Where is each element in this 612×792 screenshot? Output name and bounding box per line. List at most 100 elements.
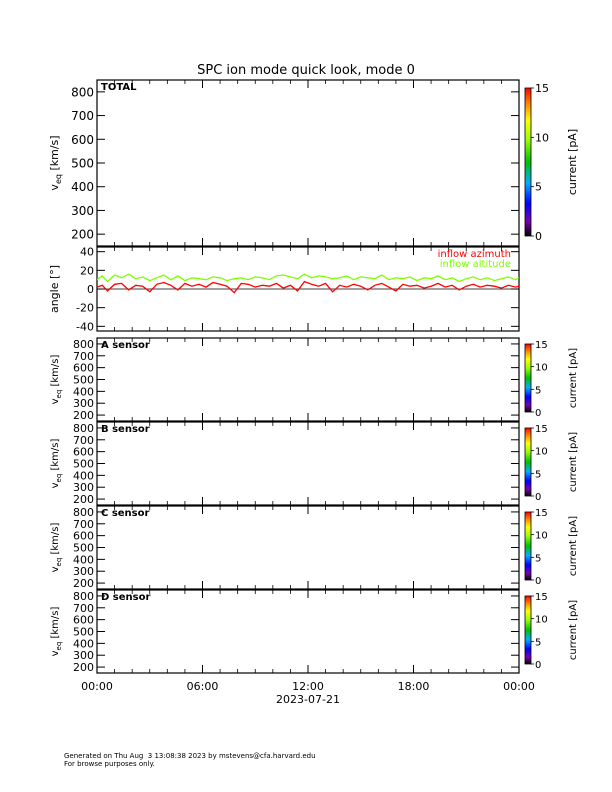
colorbar-tick-label-total-1: 5	[535, 181, 542, 194]
x-axis: 00:00 06:00 12:00 18:00 00:00 2023-07-21	[81, 680, 535, 706]
y-tick-label-a-6: 800	[73, 338, 94, 351]
y-tick-label-total-2: 400	[71, 180, 94, 194]
panel-label-d: D sensor	[101, 592, 150, 603]
colorbar-tick-label-a-3: 15	[535, 340, 548, 351]
y-tick-label-d-4: 600	[73, 614, 94, 627]
colorbar-tick-label-a-0: 0	[535, 408, 541, 419]
y-tick-label-total-1: 300	[71, 204, 94, 218]
colorbar-gradient-b	[524, 427, 532, 497]
y-tick-label-b-1: 300	[73, 481, 94, 494]
panel-frame-total	[96, 79, 520, 247]
x-tick-label-3: 18:00	[398, 680, 430, 693]
y-tick-label-c-3: 500	[73, 542, 94, 555]
colorbar-label-a: current [pA]	[568, 348, 579, 408]
panel-angle: -40 -20 0 20 40 angle [°] inflow azimuthinflow…	[48, 246, 520, 333]
legend-entry-inflow-azimuth: inflow azimuth	[438, 249, 511, 260]
y-axis-label-c: veq [km/s]	[50, 523, 63, 573]
angle-series-group	[97, 273, 519, 294]
colorbar-tick-label-a-2: 10	[535, 363, 548, 374]
y-tick-label-d-0: 200	[73, 661, 94, 674]
footer-browse-note: For browse purposes only.	[64, 760, 155, 768]
y-tick-label-angle-4: 40	[80, 246, 94, 259]
y-tick-label-a-0: 200	[73, 409, 94, 422]
y-axis-label-b: veq [km/s]	[50, 439, 63, 489]
y-tick-label-d-1: 300	[73, 649, 94, 662]
colorbar-d: 0 5 10 15 current [pA]	[524, 592, 579, 671]
colorbar-total: 0 5 10 15 current [pA]	[524, 82, 579, 243]
footer-generated-line: Generated on Thu Aug 3 13:08:38 2023 by …	[64, 752, 316, 760]
y-tick-label-c-6: 800	[73, 506, 94, 519]
colorbar-tick-label-c-2: 10	[535, 531, 548, 542]
y-tick-label-b-0: 200	[73, 493, 94, 506]
y-tick-label-a-2: 400	[73, 385, 94, 398]
y-tick-label-angle-1: -20	[76, 302, 94, 315]
colorbar-label-c: current [pA]	[568, 516, 579, 576]
colorbar-label-total: current [pA]	[566, 129, 579, 195]
y-tick-label-total-0: 200	[71, 228, 94, 242]
y-tick-label-b-5: 700	[73, 434, 94, 447]
y-tick-label-a-3: 500	[73, 374, 94, 387]
colorbar-tick-label-total-3: 15	[535, 82, 549, 95]
colorbar-tick-label-c-0: 0	[535, 576, 541, 587]
x-tick-label-4: 00:00	[503, 680, 535, 693]
series-line-inflow-azimuth	[97, 280, 519, 294]
panel-label-b: B sensor	[101, 424, 150, 435]
panel-total: 200 300 400 500 600 700 800 veq [km/s] TOTAL 0 5 10…	[48, 79, 579, 247]
colorbar-gradient-total	[524, 87, 532, 237]
y-tick-label-c-1: 300	[73, 565, 94, 578]
colorbar-tick-label-a-1: 5	[535, 385, 541, 396]
y-tick-label-c-2: 400	[73, 553, 94, 566]
y-tick-label-b-4: 600	[73, 446, 94, 459]
colorbar-tick-label-d-0: 0	[535, 660, 541, 671]
colorbar-tick-label-d-3: 15	[535, 592, 548, 603]
colorbar-tick-label-b-2: 10	[535, 447, 548, 458]
panel-label-total: TOTAL	[101, 82, 137, 93]
y-tick-label-b-3: 500	[73, 458, 94, 471]
y-tick-label-a-1: 300	[73, 397, 94, 410]
y-tick-label-d-3: 500	[73, 626, 94, 639]
y-axis-label-d: veq [km/s]	[50, 607, 63, 657]
y-tick-label-total-4: 600	[71, 133, 94, 147]
y-tick-label-b-6: 800	[73, 422, 94, 435]
colorbar-tick-label-c-3: 15	[535, 508, 548, 519]
panel-frame-a	[96, 337, 520, 422]
x-tick-label-0: 00:00	[81, 680, 113, 693]
colorbar-label-b: current [pA]	[568, 432, 579, 492]
x-date-label: 2023-07-21	[276, 693, 340, 706]
colorbar-gradient-d	[524, 595, 532, 665]
y-tick-label-total-3: 500	[71, 157, 94, 171]
panel-label-c: C sensor	[101, 508, 149, 519]
figure-title: SPC ion mode quick look, mode 0	[197, 63, 415, 78]
colorbar-label-d: current [pA]	[568, 600, 579, 660]
colorbar-gradient-c	[524, 511, 532, 581]
footer: Generated on Thu Aug 3 13:08:38 2023 by …	[64, 752, 316, 768]
y-tick-label-a-5: 700	[73, 350, 94, 363]
panel-label-a: A sensor	[101, 340, 150, 351]
y-tick-label-total-5: 700	[71, 109, 94, 123]
y-tick-label-c-0: 200	[73, 577, 94, 590]
colorbar-tick-label-b-3: 15	[535, 424, 548, 435]
colorbar-tick-label-total-0: 0	[535, 230, 542, 243]
panel-frame-c	[96, 505, 520, 590]
y-tick-label-angle-2: 0	[87, 283, 94, 296]
colorbar-a: 0 5 10 15 current [pA]	[524, 340, 579, 419]
y-axis-label-angle: angle [°]	[48, 265, 61, 313]
y-tick-label-angle-3: 20	[80, 264, 94, 277]
y-tick-label-d-6: 800	[73, 590, 94, 603]
y-tick-label-angle-0: -40	[76, 320, 94, 333]
panel-frame-b	[96, 421, 520, 506]
y-tick-label-b-2: 400	[73, 469, 94, 482]
colorbar-tick-label-d-2: 10	[535, 615, 548, 626]
y-axis-label-total: veq [km/s]	[48, 135, 63, 190]
y-tick-label-d-2: 400	[73, 637, 94, 650]
x-tick-label-2: 12:00	[292, 680, 324, 693]
x-tick-label-1: 06:00	[187, 680, 219, 693]
colorbar-tick-label-total-2: 10	[535, 131, 549, 144]
series-line-inflow-altitude	[97, 273, 519, 283]
colorbar-c: 0 5 10 15 current [pA]	[524, 508, 579, 587]
